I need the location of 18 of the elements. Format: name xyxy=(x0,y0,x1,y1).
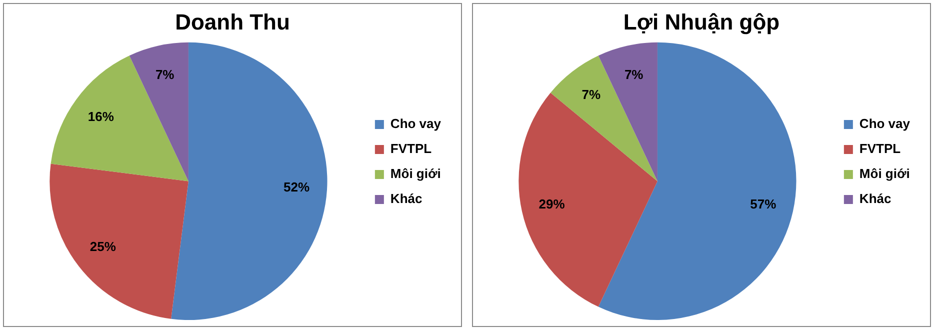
legend-label: Cho vay xyxy=(859,116,911,132)
chart-title: Lợi Nhuận gộp xyxy=(623,9,780,34)
data-label: 29% xyxy=(538,196,566,212)
legend-label: Khác xyxy=(390,191,422,206)
legend-label: Môi giới xyxy=(390,166,441,182)
legend-label: Cho vay xyxy=(390,116,442,132)
data-label: 7% xyxy=(624,67,644,82)
data-label: 7% xyxy=(582,87,601,102)
chart-title: Doanh Thu xyxy=(175,9,290,34)
legend-label: FVTPL xyxy=(390,141,432,156)
data-label: 7% xyxy=(155,67,175,82)
legend-label: Môi giới xyxy=(859,166,910,182)
data-label: 57% xyxy=(750,196,777,212)
legend-label: Khác xyxy=(859,191,892,206)
data-label: 52% xyxy=(284,180,310,195)
data-label: 16% xyxy=(88,109,114,124)
legend-label: FVTPL xyxy=(859,141,901,156)
data-label: 25% xyxy=(90,239,116,254)
